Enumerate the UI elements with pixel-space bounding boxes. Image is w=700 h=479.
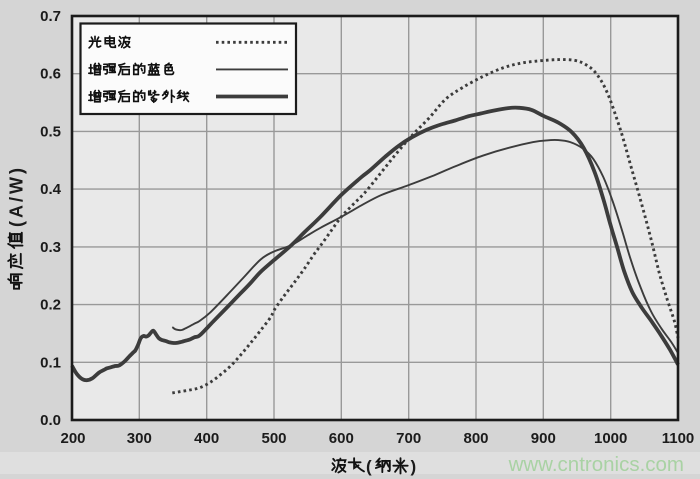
svg-text:1000: 1000 [594, 430, 627, 447]
svg-text:500: 500 [261, 430, 286, 447]
svg-text:200: 200 [60, 430, 85, 447]
svg-text:): ) [411, 457, 417, 476]
svg-text:0.0: 0.0 [40, 412, 61, 429]
svg-text:0.3: 0.3 [40, 239, 61, 256]
svg-text:0.1: 0.1 [40, 354, 61, 371]
svg-text:900: 900 [531, 430, 556, 447]
svg-text:600: 600 [329, 430, 354, 447]
svg-text:0.7: 0.7 [40, 8, 61, 25]
svg-text:1100: 1100 [662, 430, 695, 447]
svg-text:(A/W): (A/W) [7, 165, 27, 227]
svg-text:0.6: 0.6 [40, 66, 61, 83]
svg-text:300: 300 [127, 430, 152, 447]
svg-text:0.4: 0.4 [40, 181, 62, 198]
svg-text:800: 800 [463, 430, 488, 447]
svg-text:www.cntronics.com: www.cntronics.com [508, 453, 684, 476]
svg-text:700: 700 [396, 430, 421, 447]
svg-text:400: 400 [194, 430, 219, 447]
svg-text:0.2: 0.2 [40, 297, 61, 314]
svg-text:(: ( [366, 457, 372, 476]
svg-text:0.5: 0.5 [40, 123, 61, 140]
